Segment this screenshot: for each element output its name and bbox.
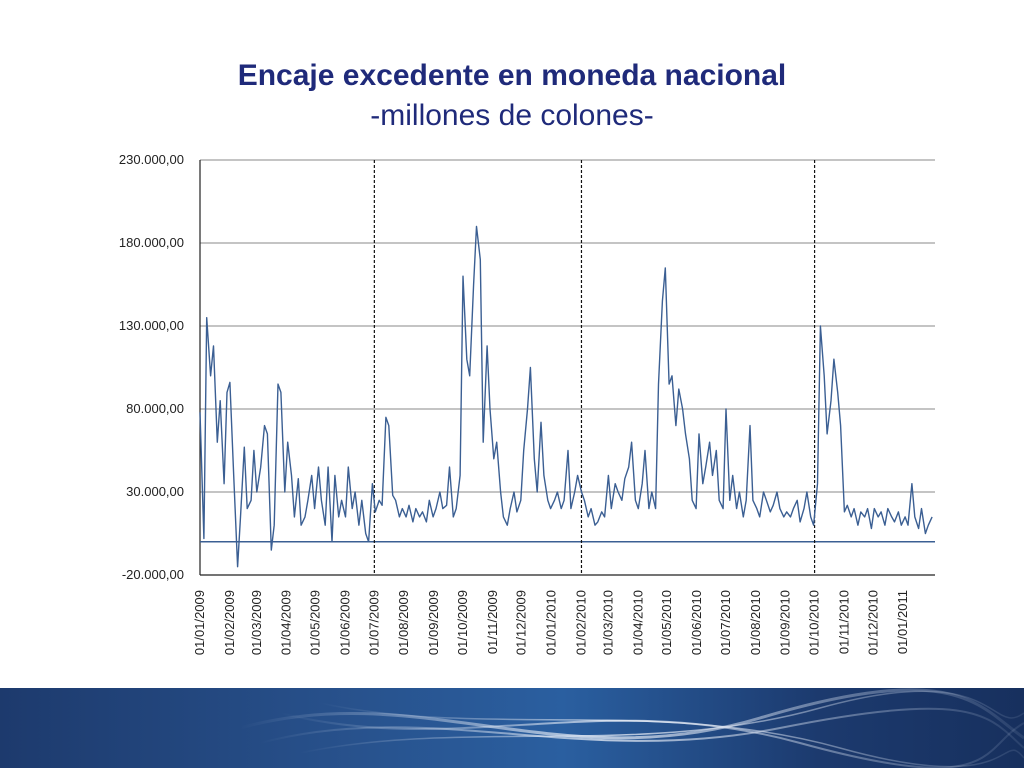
x-tick-label: 01/10/2010 xyxy=(807,590,822,655)
y-tick-label: 180.000,00 xyxy=(119,235,184,250)
series-line xyxy=(199,225,933,568)
x-tick-label: 01/12/2010 xyxy=(865,590,880,655)
x-tick-label: 01/11/2010 xyxy=(836,590,851,654)
y-tick-label: 30.000,00 xyxy=(126,484,184,499)
y-tick-label: 80.000,00 xyxy=(126,401,184,416)
x-tick-label: 01/01/2009 xyxy=(192,590,207,655)
line-chart: -20.000,00 30.000,00 80.000,00 130.000,00 18… xyxy=(119,152,935,655)
x-tick-label: 01/06/2010 xyxy=(689,590,704,655)
y-tick-label: -20.000,00 xyxy=(122,567,184,582)
x-tick-label: 01/09/2010 xyxy=(778,590,793,655)
x-tick-label: 01/08/2010 xyxy=(748,590,763,655)
x-tick-label: 01/05/2009 xyxy=(308,590,323,655)
chart-title: Encaje excedente en moneda nacional xyxy=(237,59,787,92)
chart-subtitle: -millones de colones- xyxy=(370,99,654,132)
x-tick-label: 01/07/2010 xyxy=(718,590,733,655)
x-tick-label: 01/04/2009 xyxy=(279,590,294,655)
x-tick-label: 01/01/2011 xyxy=(895,590,910,654)
x-tick-label: 01/09/2009 xyxy=(426,590,441,655)
x-tick-label: 01/04/2010 xyxy=(630,590,645,655)
x-tick-label: 01/10/2009 xyxy=(455,590,470,655)
x-tick-label: 01/08/2009 xyxy=(396,590,411,655)
x-tick-label: 01/03/2009 xyxy=(249,590,264,655)
x-tick-label: 01/06/2009 xyxy=(337,590,352,655)
x-tick-label: 01/12/2009 xyxy=(514,590,529,655)
y-tick-label: 130.000,00 xyxy=(119,318,184,333)
x-tick-label: 01/07/2009 xyxy=(366,590,381,655)
x-tick-label: 01/03/2010 xyxy=(600,590,615,655)
x-tick-label: 01/02/2010 xyxy=(573,590,588,655)
x-tick-label: 01/01/2010 xyxy=(544,590,559,655)
x-tick-label: 01/05/2010 xyxy=(659,590,674,655)
x-tick-label: 01/02/2009 xyxy=(222,590,237,655)
footer-banner xyxy=(0,688,1024,768)
x-tick-label: 01/11/2009 xyxy=(485,590,500,654)
y-tick-label: 230.000,00 xyxy=(119,152,184,167)
